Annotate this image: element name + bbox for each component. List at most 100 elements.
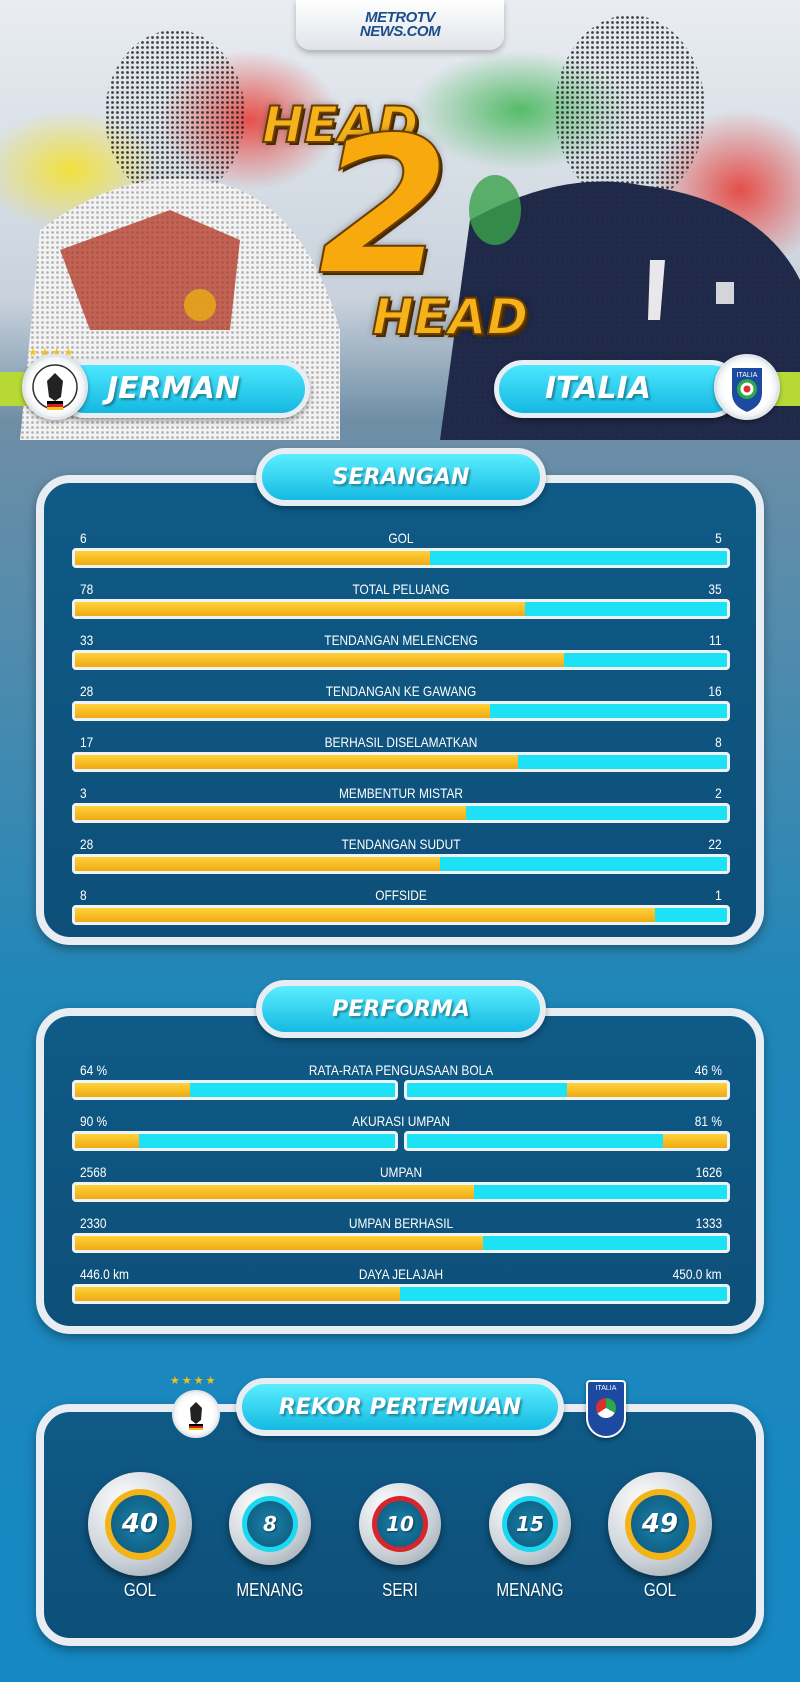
stat-bar-germany-fill	[75, 857, 441, 871]
stat-label: GOL	[388, 530, 414, 546]
stat-row: 8 OFFSIDE 1	[72, 887, 730, 931]
stat-right-value: 1626	[695, 1164, 722, 1180]
stat-bar-germany-fill	[75, 704, 490, 718]
stat-row: 446.0 km DAYA JELAJAH 450.0 km	[72, 1266, 730, 1310]
stat-left-value: 2568	[80, 1164, 107, 1180]
stat-bar-germany-fill	[75, 1134, 139, 1148]
logo-line2: NEWS.COM	[359, 23, 441, 40]
stat-bar	[72, 905, 730, 925]
record-value: 15	[507, 1501, 553, 1547]
stat-bar-germany-fill	[75, 1236, 483, 1250]
stat-bar-germany-fill	[75, 602, 525, 616]
record-medal-ring: 8	[242, 1496, 298, 1552]
record-medal: 10	[359, 1483, 441, 1565]
record-value: 49	[631, 1495, 689, 1553]
stat-bar	[72, 548, 730, 568]
stat-bar-germany-fill	[75, 806, 467, 820]
record-medal-ring: 15	[502, 1496, 558, 1552]
record-value: 8	[247, 1501, 293, 1547]
stat-bar	[72, 1284, 730, 1304]
stat-left-value: 90 %	[80, 1113, 108, 1129]
stat-row: 64 % RATA-RATA PENGUASAAN BOLA 46 %	[72, 1062, 730, 1106]
stat-left-value: 28	[80, 683, 94, 699]
stat-row: 28 TENDANGAN KE GAWANG 16	[72, 683, 730, 727]
stat-right-value: 16	[708, 683, 722, 699]
record-caption: GOL	[123, 1580, 157, 1600]
stat-row: 6 GOL 5	[72, 530, 730, 574]
stat-label: TENDANGAN SUDUT	[341, 836, 461, 852]
stat-left-value: 446.0 km	[80, 1266, 129, 1282]
stat-bar	[72, 803, 730, 823]
italy-shield-icon: ITALIA	[586, 1380, 626, 1438]
stat-label: DAYA JELAJAH	[358, 1266, 444, 1282]
stat-row: 17 BERHASIL DISELAMATKAN 8	[72, 734, 730, 778]
italy-crest-icon: ITALIA	[714, 354, 780, 420]
stat-bar-germany-fill	[75, 551, 431, 565]
stat-bar-italy-fill	[567, 1083, 727, 1097]
stat-bar-italy-fill	[663, 1134, 727, 1148]
stat-bar	[72, 1182, 730, 1202]
stat-left-value: 6	[80, 530, 87, 546]
stat-bar-germany-fill	[75, 653, 564, 667]
stat-label: RATA-RATA PENGUASAAN BOLA	[308, 1062, 494, 1078]
performance-panel	[36, 1008, 764, 1334]
stat-left-value: 8	[80, 887, 87, 903]
attack-title: SERANGAN	[256, 448, 546, 506]
record-value: 10	[377, 1501, 423, 1547]
germany-crest-small-icon	[172, 1390, 220, 1438]
headline-word2: HEAD	[371, 287, 529, 347]
germany-crest-icon	[22, 354, 88, 420]
stat-right-value: 35	[708, 581, 722, 597]
stat-label: TENDANGAN KE GAWANG	[325, 683, 477, 699]
stat-right-value: 46 %	[694, 1062, 722, 1078]
stat-right-value: 81 %	[694, 1113, 722, 1129]
record-medal-ring: 40	[104, 1488, 176, 1560]
logo-line1: METROTV	[365, 9, 435, 26]
stat-row: 90 % AKURASI UMPAN 81 %	[72, 1113, 730, 1157]
team-banner-germany: JERMAN	[56, 360, 310, 418]
stat-right-value: 8	[715, 734, 722, 750]
stat-label: UMPAN	[379, 1164, 423, 1180]
italy-shield-text: ITALIA	[595, 1385, 617, 1392]
stat-right-value: 11	[709, 632, 722, 648]
stat-right-value: 1	[715, 887, 722, 903]
stat-bar-germany	[72, 1131, 398, 1151]
stat-row: 28 TENDANGAN SUDUT 22	[72, 836, 730, 880]
record-value: 40	[111, 1495, 169, 1553]
record-caption: MENANG	[496, 1580, 564, 1600]
record-caption: MENANG	[236, 1580, 304, 1600]
stat-label: UMPAN BERHASIL	[348, 1215, 454, 1231]
stat-bar-germany-fill	[75, 1185, 475, 1199]
record-caption: SERI	[382, 1580, 418, 1600]
stat-left-value: 78	[80, 581, 94, 597]
stat-left-value: 64 %	[80, 1062, 108, 1078]
stat-bar	[72, 854, 730, 874]
record-medal: 49	[608, 1472, 712, 1576]
record-caption: GOL	[643, 1580, 677, 1600]
stat-label: OFFSIDE	[375, 887, 427, 903]
record-title: REKOR PERTEMUAN	[236, 1378, 564, 1436]
italy-crest-text: ITALIA	[737, 372, 758, 379]
team-name-italy: ITALIA	[545, 371, 652, 406]
stat-bar-germany	[72, 1080, 398, 1100]
stat-label: TOTAL PELUANG	[352, 581, 450, 597]
germany-stars-small: ★★★★	[170, 1375, 218, 1387]
record-medal: 40	[88, 1472, 192, 1576]
record-medal-ring: 10	[372, 1496, 428, 1552]
stat-left-value: 33	[80, 632, 94, 648]
stat-right-value: 22	[708, 836, 722, 852]
stat-left-value: 2330	[80, 1215, 107, 1231]
stat-bar	[72, 599, 730, 619]
stat-bar-italy	[404, 1131, 730, 1151]
record-medal-ring: 49	[624, 1488, 696, 1560]
record-medal: 15	[489, 1483, 571, 1565]
stat-label: TENDANGAN MELENCENG	[324, 632, 478, 648]
stat-row: 2568 UMPAN 1626	[72, 1164, 730, 1208]
metrotv-logo[interactable]: METROTV NEWS.COM	[296, 0, 504, 50]
stat-bar	[72, 701, 730, 721]
headline-word1: HEAD	[261, 95, 419, 155]
stat-bar	[72, 1233, 730, 1253]
stat-bar	[72, 650, 730, 670]
stat-label: AKURASI UMPAN	[352, 1113, 450, 1129]
stat-bar	[72, 752, 730, 772]
